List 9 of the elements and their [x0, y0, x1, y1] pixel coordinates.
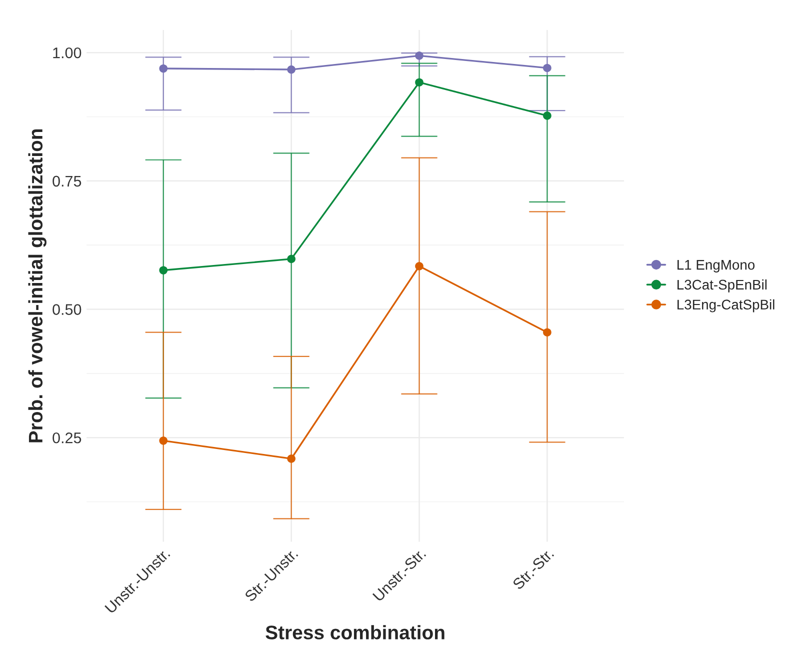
y-tick-label: 0.75: [52, 176, 82, 187]
y-tick-label: 1.00: [53, 47, 82, 58]
legend-label: L3Eng-CatSpBil: [678, 299, 774, 312]
y-tick-label: 0.25: [52, 432, 82, 444]
y-axis-title: Prob. of vowel-initial glottalization: [28, 129, 46, 442]
legend-label: L3Cat-SpEnBil: [678, 279, 767, 292]
y-tick-label: 0.50: [52, 304, 82, 315]
legend-label: L1 EngMono: [678, 260, 755, 272]
x-axis-title: Stress combination: [266, 625, 444, 640]
